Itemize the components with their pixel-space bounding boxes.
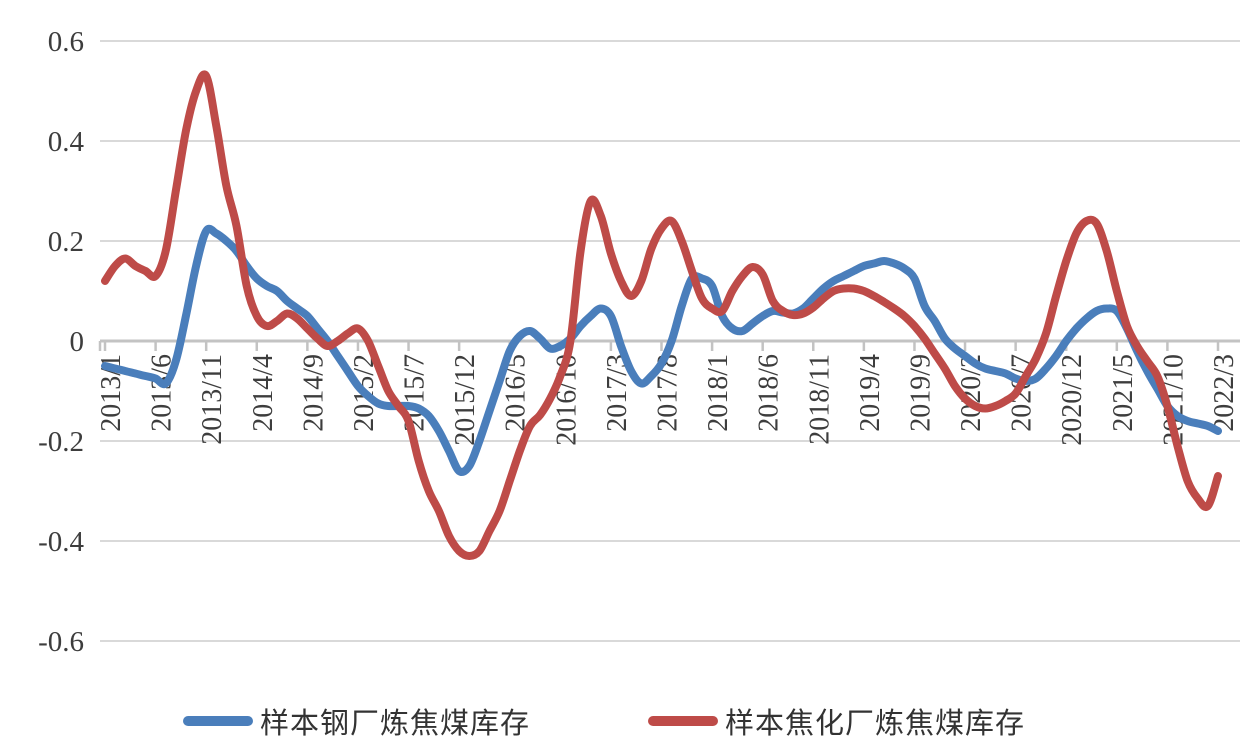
y-tick-label: 0.2 bbox=[48, 226, 84, 258]
y-tick-label: 0.6 bbox=[48, 26, 84, 58]
x-tick-label: 2021/5 bbox=[1108, 354, 1139, 432]
steel-mill-series-line bbox=[101, 224, 1222, 476]
y-tick-label: 0.4 bbox=[48, 126, 85, 158]
x-tick-label: 2014/9 bbox=[298, 354, 329, 432]
x-tick-label: 2014/4 bbox=[248, 354, 279, 432]
x-tick-label: 2019/9 bbox=[905, 354, 936, 432]
x-tick-label: 2018/1 bbox=[703, 354, 734, 432]
coking-plant-series-line bbox=[101, 70, 1222, 560]
x-tick-label: 2020/12 bbox=[1057, 354, 1088, 446]
x-tick-label: 2018/11 bbox=[804, 354, 835, 445]
y-tick-label: -0.2 bbox=[38, 426, 84, 458]
y-tick-label: -0.6 bbox=[38, 626, 84, 658]
x-tick-label: 2013/11 bbox=[197, 354, 228, 445]
x-tick-label: 2022/3 bbox=[1209, 354, 1240, 432]
x-tick-label: 2018/6 bbox=[754, 354, 785, 432]
y-tick-label: 0 bbox=[70, 326, 85, 358]
x-tick-label: 2015/12 bbox=[450, 354, 481, 446]
y-tick-label: -0.4 bbox=[38, 526, 84, 558]
x-tick-label: 2019/4 bbox=[855, 354, 886, 432]
